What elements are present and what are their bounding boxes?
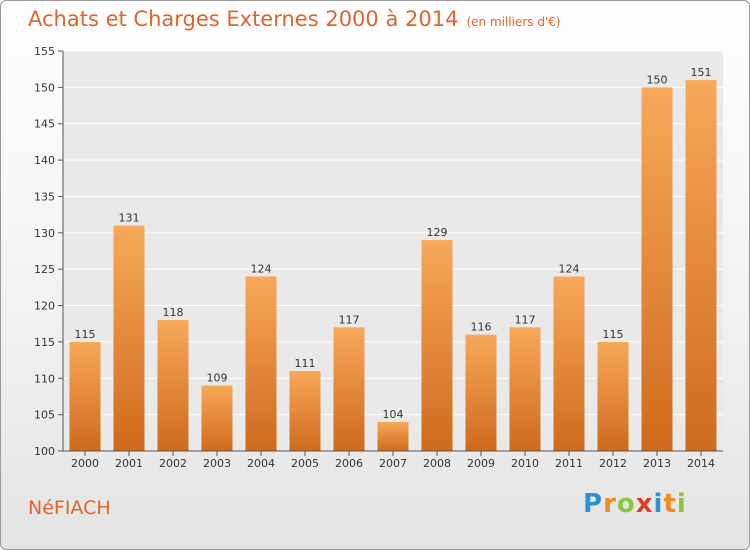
x-tick-label: 2000 bbox=[71, 457, 99, 470]
bar-2011 bbox=[553, 276, 585, 451]
bar-2004 bbox=[245, 276, 277, 451]
bar-value-label: 116 bbox=[471, 321, 492, 334]
bar-2012 bbox=[597, 341, 629, 451]
bar-value-label: 117 bbox=[339, 313, 360, 326]
y-tick-label: 155 bbox=[34, 45, 55, 58]
x-tick-label: 2008 bbox=[423, 457, 451, 470]
bar-value-label: 118 bbox=[163, 306, 184, 319]
x-tick-label: 2014 bbox=[687, 457, 715, 470]
x-tick-label: 2003 bbox=[203, 457, 231, 470]
y-tick-label: 135 bbox=[34, 190, 55, 203]
bar-value-label: 109 bbox=[207, 372, 228, 385]
chart-subtitle: (en milliers d'€) bbox=[466, 15, 561, 29]
x-tick-label: 2010 bbox=[511, 457, 539, 470]
commune-name: NéFIACH bbox=[28, 497, 111, 519]
y-tick-label: 100 bbox=[34, 445, 55, 458]
chart-title: Achats et Charges Externes 2000 à 2014 (e… bbox=[28, 7, 561, 31]
bar-2014 bbox=[685, 80, 717, 451]
x-tick-label: 2009 bbox=[467, 457, 495, 470]
logo-letter: o bbox=[616, 489, 636, 519]
y-axis: 100 105 110 115 120 125 130 135 140 145 150 155 bbox=[34, 45, 64, 458]
bar-value-label: 131 bbox=[119, 212, 140, 225]
bar-value-label: 124 bbox=[559, 262, 580, 275]
y-tick-label: 120 bbox=[34, 300, 55, 313]
bar-value-label: 115 bbox=[75, 328, 96, 341]
y-tick-label: 130 bbox=[34, 227, 55, 240]
bar-value-label: 117 bbox=[515, 313, 536, 326]
y-tick-label: 145 bbox=[34, 118, 55, 131]
bar-2008 bbox=[421, 240, 453, 451]
bar-chart: 100 105 110 115 120 125 130 135 140 145 150 155 115… bbox=[34, 45, 723, 470]
y-tick-label: 150 bbox=[34, 81, 55, 94]
bar-2013 bbox=[641, 87, 673, 451]
logo-letter: x bbox=[635, 489, 654, 519]
bar-value-label: 111 bbox=[295, 357, 316, 370]
bar-2000 bbox=[69, 341, 101, 451]
x-tick-label: 2012 bbox=[599, 457, 627, 470]
bar-value-label: 115 bbox=[603, 328, 624, 341]
proxiti-logo: Proxiti bbox=[583, 489, 687, 519]
logo-letter: r bbox=[603, 489, 617, 519]
x-tick-label: 2007 bbox=[379, 457, 407, 470]
x-tick-label: 2002 bbox=[159, 457, 187, 470]
x-axis: 2000 2001 2002 2003 2004 2005 2006 2007 2008 2009… bbox=[63, 450, 723, 470]
bar-2001 bbox=[113, 225, 145, 451]
bar-2005 bbox=[289, 371, 321, 451]
bar-value-label: 104 bbox=[383, 408, 404, 421]
x-tick-label: 2013 bbox=[643, 457, 671, 470]
x-tick-label: 2005 bbox=[291, 457, 319, 470]
bar-2010 bbox=[509, 327, 541, 451]
y-tick-label: 115 bbox=[34, 336, 55, 349]
bar-value-label: 124 bbox=[251, 262, 272, 275]
bar-2009 bbox=[465, 334, 497, 451]
bars: 115 131 118 109 124 111 117 104 129 116 117 124 115 1… bbox=[69, 66, 717, 451]
chart-title-text: Achats et Charges Externes 2000 à 2014 bbox=[28, 7, 459, 31]
bar-2006 bbox=[333, 327, 365, 451]
bar-value-label: 129 bbox=[427, 226, 448, 239]
x-tick-label: 2011 bbox=[555, 457, 583, 470]
x-tick-label: 2004 bbox=[247, 457, 275, 470]
bar-value-label: 150 bbox=[647, 73, 668, 86]
bar-value-label: 151 bbox=[691, 66, 712, 79]
x-tick-label: 2001 bbox=[115, 457, 143, 470]
bar-2002 bbox=[157, 320, 189, 451]
y-tick-label: 110 bbox=[34, 372, 55, 385]
grid-lines bbox=[63, 50, 723, 452]
logo-letter: t bbox=[663, 489, 677, 519]
bar-2003 bbox=[201, 385, 233, 451]
y-tick-label: 105 bbox=[34, 409, 55, 422]
logo-letter: P bbox=[583, 489, 604, 519]
y-tick-label: 125 bbox=[34, 263, 55, 276]
y-tick-label: 140 bbox=[34, 154, 55, 167]
x-tick-label: 2006 bbox=[335, 457, 363, 470]
bar-2007 bbox=[377, 421, 409, 451]
logo-letter: i bbox=[653, 489, 664, 519]
logo-letter: i bbox=[676, 489, 687, 519]
